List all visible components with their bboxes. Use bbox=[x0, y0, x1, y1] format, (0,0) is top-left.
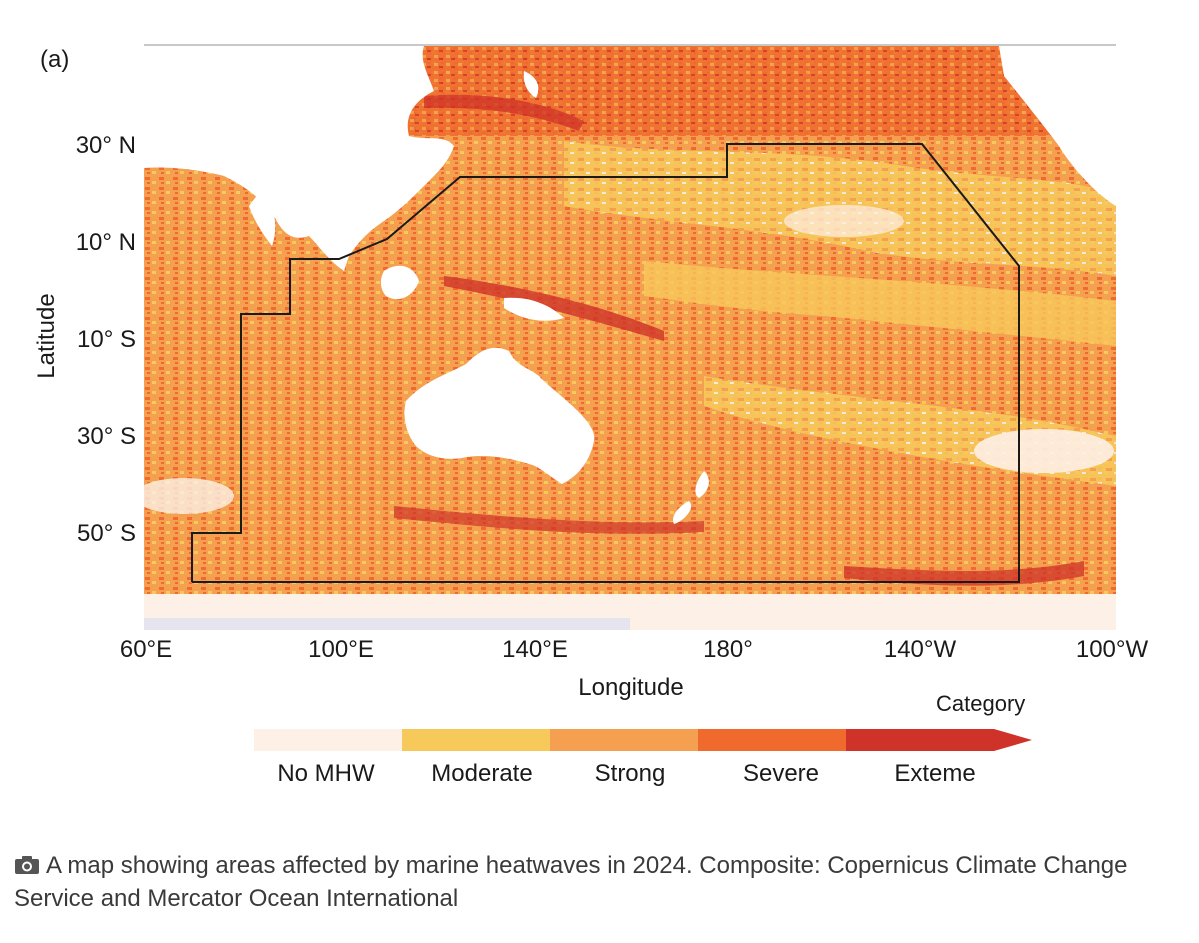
land-borneo bbox=[380, 265, 419, 300]
longitude-tick-60e: 60°E bbox=[119, 636, 173, 663]
latitude-tick-10n: 10° N bbox=[75, 229, 136, 256]
camera-icon bbox=[15, 856, 39, 874]
extreme-streak-4 bbox=[424, 94, 584, 131]
land-new-zealand-south bbox=[673, 501, 692, 524]
extreme-streak-2 bbox=[394, 506, 704, 534]
legend-title: Category bbox=[936, 691, 1026, 716]
legend-label-moderate: Moderate bbox=[431, 760, 533, 787]
land-masses bbox=[144, 46, 1116, 524]
extreme-streak-3 bbox=[844, 561, 1084, 586]
extreme-streak-1 bbox=[444, 276, 664, 341]
map-svg bbox=[144, 46, 1116, 630]
latitude-tick-30n: 30° N bbox=[75, 132, 136, 159]
longitude-tick-180: 180° bbox=[703, 636, 753, 663]
heatwave-map bbox=[144, 44, 1116, 630]
land-new-zealand bbox=[695, 471, 709, 498]
legend-swatch-no-mhw bbox=[254, 729, 402, 751]
legend-label-strong: Strong bbox=[594, 760, 666, 787]
land-new-guinea bbox=[504, 297, 564, 321]
no-mhw-patch-east bbox=[974, 429, 1114, 473]
latitude-tick-10s: 10° S bbox=[77, 326, 136, 353]
legend-swatch-extreme bbox=[846, 729, 1032, 751]
longitude-tick-100e: 100°E bbox=[308, 636, 374, 663]
land-asia bbox=[144, 46, 454, 271]
legend-label-severe: Severe bbox=[742, 760, 820, 787]
latitude-tick-50s: 50° S bbox=[77, 520, 136, 547]
legend-swatch-strong bbox=[550, 729, 698, 751]
sea-ice-grey bbox=[144, 618, 630, 630]
study-region-boundary bbox=[191, 143, 1020, 583]
legend-label-extreme: Exteme bbox=[894, 760, 976, 787]
legend-swatch-severe bbox=[698, 729, 846, 751]
land-australia bbox=[404, 347, 595, 484]
legend-color-bar bbox=[254, 729, 1032, 751]
longitude-tick-100w: 100°W bbox=[1075, 636, 1149, 663]
legend-swatch-moderate bbox=[402, 729, 550, 751]
y-axis-title: Latitude bbox=[33, 293, 60, 379]
land-india bbox=[249, 186, 276, 246]
north-severe-band bbox=[394, 46, 1116, 136]
no-mhw-patch-west bbox=[144, 478, 234, 514]
longitude-tick-140w: 140°W bbox=[883, 636, 957, 663]
x-axis-title: Longitude bbox=[578, 674, 684, 701]
longitude-tick-140e: 140°E bbox=[502, 636, 568, 663]
caption-text: A map showing areas affected by marine h… bbox=[14, 852, 1128, 912]
land-north-america bbox=[999, 46, 1116, 206]
moderate-band-tropical bbox=[644, 261, 1116, 346]
figure-panel-label: (a) bbox=[40, 46, 70, 73]
latitude-tick-30s: 30° S bbox=[77, 423, 136, 450]
land-japan bbox=[523, 71, 539, 98]
legend-label-no-mhw: No MHW bbox=[277, 760, 375, 787]
no-mhw-patch-north bbox=[784, 205, 904, 237]
figure-caption: A map showing areas affected by marine h… bbox=[14, 849, 1184, 915]
